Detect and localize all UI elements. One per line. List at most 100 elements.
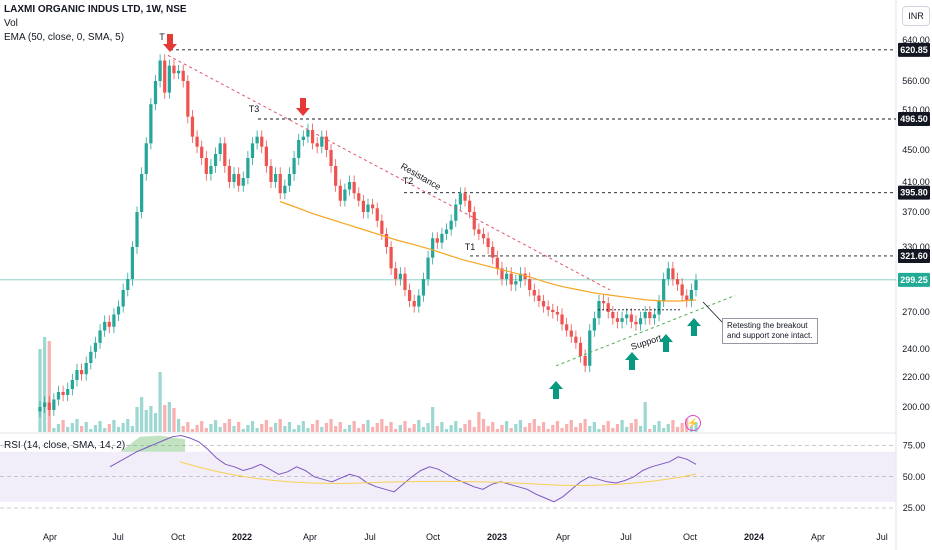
time-axis-label: Jul (620, 532, 632, 542)
rsi-tick-label: 25.00 (903, 503, 926, 513)
volume-bar (107, 424, 111, 432)
volume-bar (43, 337, 47, 432)
candle-body (514, 281, 518, 285)
volume-bar (84, 422, 88, 432)
volume-bar (66, 427, 70, 432)
volume-bar (126, 419, 130, 432)
volume-bar (611, 428, 615, 432)
candle-body (195, 136, 199, 147)
volume-bar (324, 423, 329, 432)
candle-body (371, 204, 375, 209)
candle-body (135, 212, 139, 247)
level-tag-label: 321.60 (900, 251, 928, 261)
volume-bar (648, 429, 652, 432)
volume-bar (158, 372, 162, 432)
volume-bar (190, 429, 195, 432)
volume-bar (144, 410, 148, 432)
volume-bar (514, 424, 518, 432)
candle-body (597, 301, 601, 319)
volume-bar (352, 421, 356, 432)
volume-bar (223, 423, 227, 432)
volume-bar (421, 427, 426, 432)
volume-bar (597, 429, 601, 432)
candle-body (560, 314, 564, 325)
volume-bar (615, 424, 620, 432)
candle-body (407, 290, 412, 301)
volume-bar (652, 425, 657, 432)
time-axis-label: Oct (171, 532, 186, 542)
volume-bar (149, 406, 153, 432)
volume-bar (176, 419, 181, 432)
down-arrow-icon (296, 98, 310, 116)
volume-bar (380, 419, 384, 432)
candle-body (384, 233, 389, 247)
ema-line (279, 200, 697, 302)
candle-body (440, 233, 444, 243)
volume-bar (172, 408, 176, 432)
price-tick-label: 220.00 (902, 372, 930, 382)
volume-legend: Vol (4, 18, 18, 29)
volume-bar (504, 421, 509, 432)
price-tick-label: 200.00 (902, 402, 930, 412)
candle-body (518, 273, 523, 282)
candle-body (121, 290, 125, 307)
last-price-tag (898, 272, 930, 287)
candle-body (652, 314, 657, 319)
time-axis-label: Apr (556, 532, 570, 542)
volume-bar (269, 427, 273, 432)
volume-bar (528, 423, 532, 432)
volume-bar (315, 420, 319, 432)
volume-bar (541, 422, 546, 432)
candle-body (153, 81, 158, 105)
candle-body (241, 178, 245, 186)
volume-bar (283, 426, 287, 432)
t-label: T2 (403, 176, 414, 186)
candle-body (200, 146, 204, 158)
level-tag (898, 42, 930, 57)
currency-button[interactable]: INR (902, 6, 930, 26)
candle-body (47, 402, 51, 410)
candle-body (486, 238, 490, 247)
candle-body (574, 336, 578, 343)
volume-bar (578, 423, 583, 432)
volume-bar (334, 426, 338, 432)
volume-bar (167, 402, 171, 432)
volume-bar (481, 419, 486, 432)
candle-body (255, 136, 259, 144)
flash-icon[interactable]: ⚡ (685, 415, 701, 431)
volume-bar (116, 427, 121, 432)
candle-body (671, 268, 675, 279)
candle-body (477, 229, 481, 234)
volume-bar (218, 427, 222, 432)
volume-bar (366, 420, 370, 432)
t-label: T (159, 32, 165, 42)
candle-body (629, 314, 633, 322)
volume-bar (569, 420, 573, 432)
time-axis-label: Jul (112, 532, 124, 542)
volume-bar (375, 423, 379, 432)
time-axis-label: 2022 (232, 532, 252, 542)
candle-body (680, 284, 684, 296)
rsi-line (109, 434, 697, 503)
candle-body (375, 208, 379, 221)
candle-body (237, 174, 241, 186)
time-axis-label: Apr (303, 532, 317, 542)
rsi-legend: RSI (14, close, SMA, 14, 2) (4, 440, 126, 451)
candle-body (352, 182, 356, 194)
candle-body (578, 342, 583, 356)
volume-bar (518, 420, 523, 432)
candle-body (620, 318, 624, 322)
t-label: T1 (465, 242, 476, 252)
volume-bar (407, 428, 412, 432)
volume-bar (675, 427, 680, 432)
volume-bar (495, 429, 499, 432)
up-arrow-icon (659, 334, 673, 352)
candle-body (218, 143, 222, 154)
candle-body (112, 314, 116, 327)
rsi-band (0, 451, 896, 502)
volume-bar (666, 424, 670, 432)
candle-body (269, 166, 273, 182)
up-arrow-icon (549, 381, 563, 399)
volume-bar (260, 424, 264, 432)
